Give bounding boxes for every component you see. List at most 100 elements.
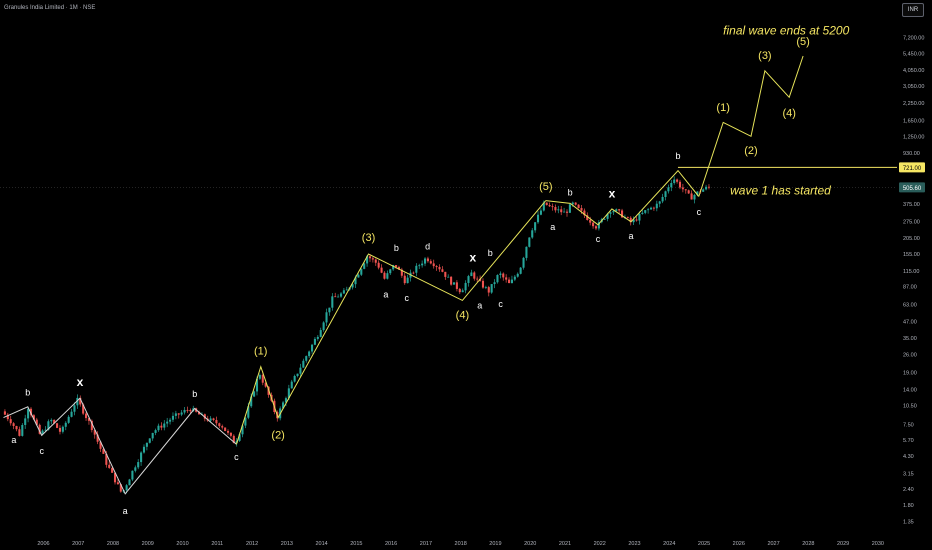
candle-body (47, 421, 50, 430)
candle-body (299, 367, 302, 374)
candle-body (531, 230, 534, 238)
wave-label: (5) (796, 36, 809, 48)
candle-body (183, 409, 186, 413)
candle-body (287, 388, 290, 399)
candle-body (12, 423, 15, 427)
candle-body (264, 382, 267, 387)
candle-body (261, 374, 264, 383)
candle-body (606, 213, 609, 219)
wave-label: a (383, 289, 388, 299)
candle-body (649, 207, 653, 210)
candle-body (435, 266, 438, 268)
wave-label: (4) (456, 309, 469, 321)
resistance-price-tag (899, 162, 925, 173)
candle-body (125, 485, 128, 491)
wave-label: a (629, 231, 634, 241)
candle-body (44, 429, 47, 431)
candle-body (339, 293, 343, 297)
candle-body (505, 277, 508, 280)
candle-body (53, 419, 56, 424)
candle-body (73, 405, 76, 412)
candle-body (438, 267, 441, 270)
currency-selector[interactable]: INR (902, 3, 924, 17)
candle-body (522, 257, 525, 268)
candle-body (412, 272, 415, 274)
candle-body (681, 187, 684, 190)
candle-body (293, 375, 296, 382)
wave-label: a (123, 506, 128, 516)
candle-body (707, 186, 711, 188)
candle-body (209, 418, 212, 421)
candle-body (79, 397, 82, 405)
candle-body (528, 237, 531, 247)
y-tick-label: 5,450.00 (903, 51, 924, 57)
axis-layer: 1.35 1.80 2.40 3.15 4.30 5.70 7.50 10.50 14.00 19… (37, 36, 925, 547)
candle-body (400, 269, 403, 276)
candle-body (308, 351, 311, 357)
wave-label: (4) (782, 108, 795, 120)
candle-body (629, 217, 632, 223)
candle-body (632, 219, 635, 223)
y-tick-label: 115.00 (903, 269, 919, 275)
candle-body (119, 484, 122, 492)
candle-body (473, 272, 476, 279)
candle-body (609, 212, 612, 214)
candle-body (247, 406, 250, 418)
y-tick-label: 930.00 (903, 151, 920, 157)
y-tick-label: 4.30 (903, 454, 914, 460)
candle-body (470, 272, 473, 277)
candle-body (397, 266, 400, 270)
y-tick-label: 47.00 (903, 319, 917, 325)
candle-body (676, 179, 679, 182)
candle-body (366, 256, 369, 264)
elliott-wave-line (3, 397, 237, 495)
candle-body (325, 312, 328, 323)
x-tick-label: 2017 (420, 541, 432, 547)
candle-body (310, 344, 314, 352)
wave-label: (5) (539, 181, 552, 193)
candle-body (351, 284, 354, 288)
candle-body (693, 195, 696, 200)
candle-body (423, 258, 427, 264)
candle-body (9, 419, 12, 424)
candle-body (50, 419, 53, 422)
candle-body (128, 479, 131, 486)
candle-body (148, 438, 151, 443)
y-tick-label: 2,250.00 (903, 101, 924, 107)
candle-body (586, 215, 589, 220)
candle-body (337, 296, 340, 298)
current-price-tag (899, 182, 925, 193)
candle-body (493, 282, 496, 285)
candle-body (229, 432, 232, 436)
candle-body (678, 181, 682, 188)
y-tick-label: 275.00 (903, 220, 920, 226)
candle-body (612, 211, 615, 213)
candle-body (580, 208, 583, 211)
wave-label: (1) (716, 102, 729, 114)
candle-body (342, 290, 345, 294)
candle-body (592, 222, 595, 227)
candle-body (255, 378, 259, 392)
candle-body (557, 209, 560, 211)
resistance-price-label: 721.00 (903, 166, 922, 172)
wave-label: a (477, 301, 482, 311)
candle-body (215, 419, 218, 424)
candle-body (618, 209, 621, 211)
y-tick-label: 1,650.00 (903, 119, 924, 125)
candle-body (35, 419, 38, 425)
candle-body (328, 307, 331, 313)
candle-body (652, 207, 655, 209)
candle-body (171, 415, 175, 420)
candle-body (513, 276, 516, 280)
wave-label: b (192, 389, 197, 399)
candle-body (516, 273, 519, 277)
candle-body (282, 402, 285, 409)
x-tick-label: 2026 (733, 541, 745, 547)
wave-label: x (469, 251, 476, 265)
candle-body (142, 446, 146, 453)
y-tick-label: 3,050.00 (903, 84, 924, 90)
candle-body (82, 404, 85, 414)
candle-body (638, 213, 641, 221)
candle-body (626, 217, 629, 218)
